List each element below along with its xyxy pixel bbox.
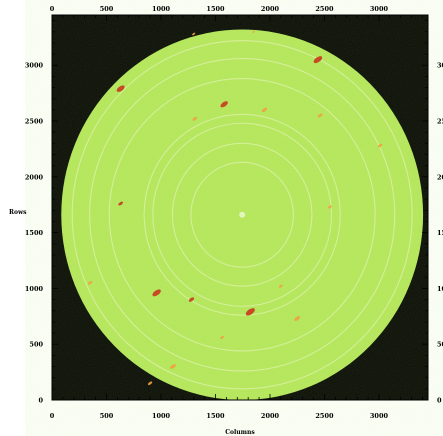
x-tick-label-bottom: 1000 xyxy=(152,412,171,420)
diffraction-spot xyxy=(317,113,323,118)
x-tick-label-top: 0 xyxy=(50,5,55,13)
diffraction-spot xyxy=(261,107,268,113)
plot-area xyxy=(51,14,429,401)
x-tick-label-top: 500 xyxy=(100,5,114,13)
y-tick-label-right: 500 xyxy=(437,341,443,349)
x-tick-label-top: 2500 xyxy=(315,5,334,13)
x-axis-title: Columns xyxy=(225,429,255,436)
diffraction-spot xyxy=(279,284,283,288)
x-tick-label-bottom: 500 xyxy=(100,412,114,420)
y-axis-title: Rows xyxy=(9,209,27,216)
y-tick-label-right: 1000 xyxy=(437,285,443,293)
detector-image xyxy=(61,29,424,400)
y-tick-label-left: 1000 xyxy=(25,285,44,293)
x-tick-label-bottom: 3000 xyxy=(370,412,389,420)
axis-ticks xyxy=(51,15,428,401)
x-tick-label-top: 1000 xyxy=(152,5,171,13)
plot-frame xyxy=(51,14,429,401)
x-tick-label-top: 2000 xyxy=(261,5,280,13)
beam-center xyxy=(239,211,246,218)
y-tick-label-left: 1500 xyxy=(25,229,44,237)
diffraction-spot xyxy=(377,143,383,148)
diffraction-ring xyxy=(190,161,294,268)
y-tick-label-right: 2000 xyxy=(437,173,443,181)
diffraction-ring xyxy=(171,142,313,287)
diffraction-spot xyxy=(170,364,176,369)
diffraction-ring xyxy=(108,78,376,352)
diffraction-spot xyxy=(192,32,196,36)
x-tick-label-bottom: 1500 xyxy=(206,412,225,420)
diffraction-spot xyxy=(252,30,255,33)
y-tick-label-left: 0 xyxy=(38,397,43,405)
diffraction-ring xyxy=(71,40,413,390)
diffraction-spot xyxy=(220,335,224,340)
y-tick-label-left: 500 xyxy=(29,341,43,349)
diffraction-spot xyxy=(294,316,301,321)
diffraction-spot xyxy=(245,308,255,316)
diffraction-ring xyxy=(152,122,333,307)
diffraction-spot xyxy=(313,56,323,64)
y-tick-label-right: 2500 xyxy=(437,118,443,126)
x-tick-label-top: 3000 xyxy=(370,5,389,13)
y-tick-label-right: 3000 xyxy=(437,62,443,70)
diffraction-spot xyxy=(188,297,195,302)
x-tick-label-top: 1500 xyxy=(206,5,225,13)
diffraction-spot xyxy=(116,85,125,92)
diffraction-ring xyxy=(143,113,341,316)
axis-tick-labels: 0050050010001000150015002000200025002500… xyxy=(25,5,443,420)
diffraction-spot xyxy=(88,281,93,285)
diffraction-spot xyxy=(220,101,228,108)
diffraction-spot xyxy=(152,289,161,297)
y-tick-label-right: 1500 xyxy=(437,229,443,237)
y-tick-label-left: 2500 xyxy=(25,118,44,126)
y-tick-label-left: 3000 xyxy=(25,62,44,70)
diffraction-spot xyxy=(118,201,124,206)
diffraction-ring xyxy=(89,57,396,372)
y-tick-label-left: 2000 xyxy=(25,173,44,181)
diffraction-spot xyxy=(328,205,332,209)
diffraction-spot xyxy=(147,381,153,385)
y-tick-label-right: 0 xyxy=(437,397,442,405)
diffraction-spot xyxy=(192,116,198,121)
x-tick-label-bottom: 2000 xyxy=(261,412,280,420)
x-tick-label-bottom: 2500 xyxy=(315,412,334,420)
x-tick-label-bottom: 0 xyxy=(50,412,55,420)
